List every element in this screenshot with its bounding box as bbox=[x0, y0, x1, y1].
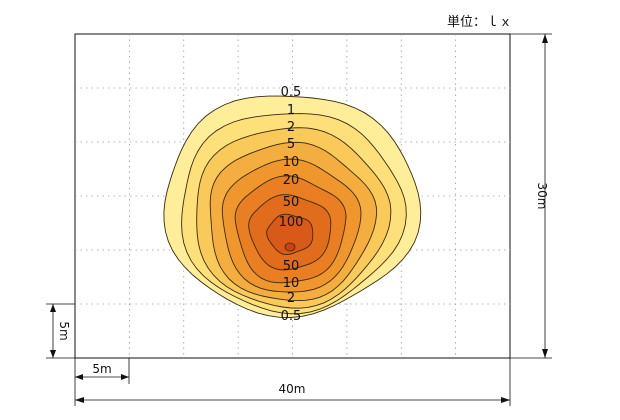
grid-width-dimension: 5m bbox=[74, 358, 130, 384]
contour-core bbox=[284, 242, 296, 252]
contour-label-upper: 10 bbox=[283, 155, 300, 170]
contour-label-lower: 50 bbox=[283, 259, 300, 274]
contour-label-lower: 0.5 bbox=[281, 309, 302, 324]
grid-width-label: 5m bbox=[92, 362, 111, 376]
contour-label-lower: 10 bbox=[283, 276, 300, 291]
height-dimension: 30m bbox=[510, 33, 552, 359]
unit-label: 単位：ｌｘ bbox=[447, 14, 512, 30]
contour-label-lower: 2 bbox=[287, 291, 295, 306]
width-dimension: 40m bbox=[74, 358, 511, 406]
contour-label-upper: 1 bbox=[287, 103, 295, 118]
grid-height-label: 5m bbox=[57, 321, 71, 340]
contour-label-upper: 50 bbox=[283, 195, 300, 210]
height-dimension-label: 30m bbox=[535, 183, 549, 210]
contour-label-upper: 0.5 bbox=[281, 85, 302, 100]
contour-label-upper: 2 bbox=[287, 120, 295, 135]
contour-label-upper: 100 bbox=[279, 215, 304, 230]
contour-label-upper: 20 bbox=[283, 173, 300, 188]
contour-band-100 bbox=[266, 213, 314, 256]
contour-label-upper: 5 bbox=[287, 137, 295, 152]
contour-bands bbox=[163, 95, 422, 318]
width-dimension-label: 40m bbox=[279, 382, 306, 396]
grid-height-dimension: 5m bbox=[46, 303, 75, 359]
